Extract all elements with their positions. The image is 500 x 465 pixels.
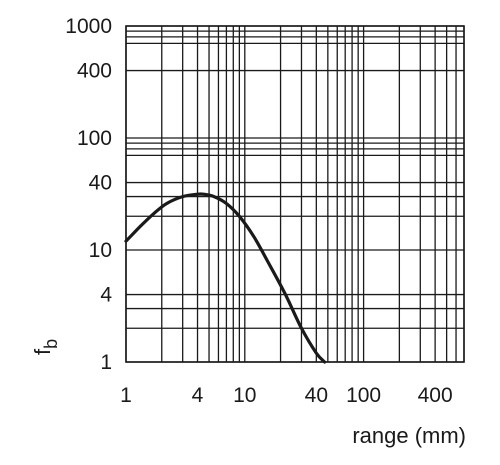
y-axis-title: fb xyxy=(30,339,61,355)
y-tick-label: 4 xyxy=(100,284,112,307)
y-axis-title-sub: b xyxy=(41,339,61,349)
y-tick-label: 100 xyxy=(77,127,112,150)
plot-frame xyxy=(125,25,465,363)
y-tick-label: 400 xyxy=(77,60,112,83)
x-tick-labels: 1 4 10 40 100 400 xyxy=(120,384,452,407)
series-line xyxy=(124,192,327,364)
y-tick-label: 40 xyxy=(89,172,112,195)
y-tick-label: 1000 xyxy=(65,15,112,38)
x-axis-title: range (mm) xyxy=(352,423,466,448)
x-tick-label: 10 xyxy=(233,384,256,407)
y-tick-labels: 1 4 10 40 100 400 1000 xyxy=(65,15,112,374)
y-tick-label: 10 xyxy=(89,239,112,262)
x-tick-label: 400 xyxy=(418,384,453,407)
y-axis-title-main: f xyxy=(30,348,55,355)
x-tick-label: 1 xyxy=(120,384,132,407)
x-tick-label: 4 xyxy=(192,384,204,407)
y-tick-label: 1 xyxy=(100,351,112,374)
x-tick-label: 100 xyxy=(346,384,381,407)
x-tick-label: 40 xyxy=(305,384,328,407)
